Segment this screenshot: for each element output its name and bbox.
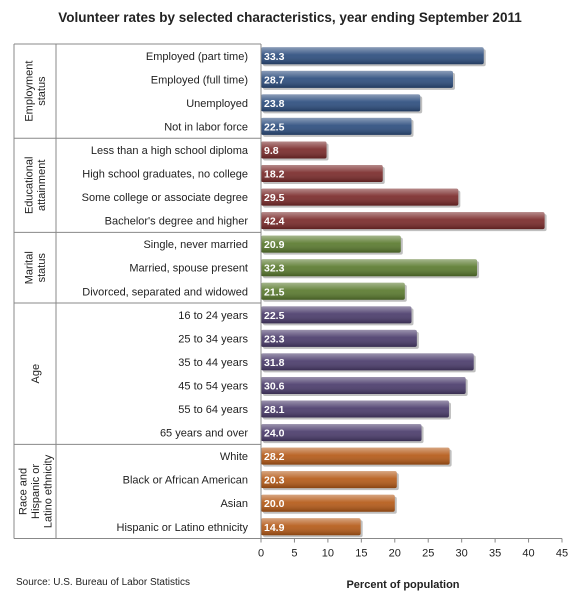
bar-sheen (261, 70, 453, 88)
bar-sheen (261, 259, 478, 277)
category-label: Some college or associate degree (82, 192, 248, 204)
data-label: 21.5 (264, 286, 285, 298)
category-label: 65 years and over (160, 428, 248, 440)
category-label: Not in labor force (164, 121, 248, 133)
bar-sheen (261, 188, 459, 206)
category-label: Hispanic or Latino ethnicity (117, 522, 249, 534)
data-label: 22.5 (264, 121, 285, 133)
group-label: Age (30, 364, 42, 384)
data-label: 18.2 (264, 169, 285, 181)
bar-sheen (261, 282, 405, 300)
x-tick-label: 25 (422, 548, 434, 560)
x-tick-label: 40 (522, 548, 534, 560)
bar-sheen (261, 471, 397, 489)
group-label: status (36, 76, 48, 106)
x-tick-label: 10 (322, 548, 334, 560)
data-label: 31.8 (264, 357, 285, 369)
x-tick-label: 30 (456, 548, 468, 560)
group-label: Race and (18, 468, 30, 515)
category-label: Employed (part time) (146, 51, 248, 63)
category-label: 45 to 54 years (178, 380, 248, 392)
category-label: Asian (220, 498, 248, 510)
data-label: 30.6 (264, 380, 285, 392)
data-label: 28.7 (264, 74, 285, 86)
data-label: 42.4 (264, 216, 285, 228)
data-label: 22.5 (264, 310, 285, 322)
category-label: 16 to 24 years (178, 310, 248, 322)
data-label: 9.8 (264, 145, 279, 157)
data-label: 20.3 (264, 475, 285, 487)
bar-sheen (261, 141, 327, 159)
category-label: Bachelor's degree and higher (105, 216, 249, 228)
group-label: Educational (24, 157, 36, 215)
category-label: 35 to 44 years (178, 357, 248, 369)
bar-sheen (261, 376, 466, 394)
data-label: 28.2 (264, 451, 285, 463)
bar-sheen (261, 165, 383, 183)
data-label: 28.1 (264, 404, 285, 416)
category-label: 55 to 64 years (178, 404, 248, 416)
bar-sheen (261, 329, 417, 347)
bar-sheen (261, 494, 395, 512)
data-label: 20.9 (264, 239, 285, 251)
group-label: Marital (24, 251, 36, 284)
data-label: 23.3 (264, 333, 285, 345)
category-label: Single, never married (143, 239, 248, 251)
x-tick-label: 0 (258, 548, 264, 560)
data-label: 14.9 (264, 522, 285, 534)
bar-sheen (261, 47, 484, 65)
category-label: Divorced, separated and widowed (82, 286, 248, 298)
data-label: 23.8 (264, 98, 285, 110)
data-label: 20.0 (264, 498, 285, 510)
x-axis-title: Percent of population (346, 579, 459, 591)
category-label: Married, spouse present (129, 263, 248, 275)
x-tick-label: 45 (556, 548, 568, 560)
x-tick-label: 35 (489, 548, 501, 560)
x-tick-label: 5 (291, 548, 297, 560)
bar-sheen (261, 353, 474, 371)
category-label: 25 to 34 years (178, 333, 248, 345)
group-label: Hispanic or (30, 464, 42, 519)
source-note: Source: U.S. Bureau of Labor Statistics (16, 577, 190, 588)
x-tick-label: 15 (355, 548, 367, 560)
category-label: Black or African American (123, 475, 248, 487)
category-label: Less than a high school diploma (91, 145, 249, 157)
bar-sheen (261, 235, 401, 253)
data-label: 33.3 (264, 51, 285, 63)
data-label: 24.0 (264, 428, 285, 440)
bar-sheen (261, 424, 422, 442)
bar-sheen (261, 94, 421, 112)
bar-sheen (261, 447, 450, 465)
bar-sheen (261, 306, 412, 324)
category-label: Employed (full time) (151, 74, 248, 86)
category-label: Unemployed (186, 98, 248, 110)
group-label: status (36, 253, 48, 283)
group-label: attainment (36, 160, 48, 211)
data-label: 29.5 (264, 192, 285, 204)
group-label: Employment (24, 61, 36, 122)
bar-sheen (261, 117, 412, 135)
bar-sheen (261, 518, 361, 536)
chart-title: Volunteer rates by selected characterist… (58, 10, 522, 25)
x-tick-label: 20 (389, 548, 401, 560)
group-label: Latino ethnicity (43, 454, 55, 528)
category-label: High school graduates, no college (82, 169, 248, 181)
bar-sheen (261, 400, 449, 418)
data-label: 32.3 (264, 263, 285, 275)
bar-sheen (261, 212, 545, 230)
category-label: White (220, 451, 248, 463)
